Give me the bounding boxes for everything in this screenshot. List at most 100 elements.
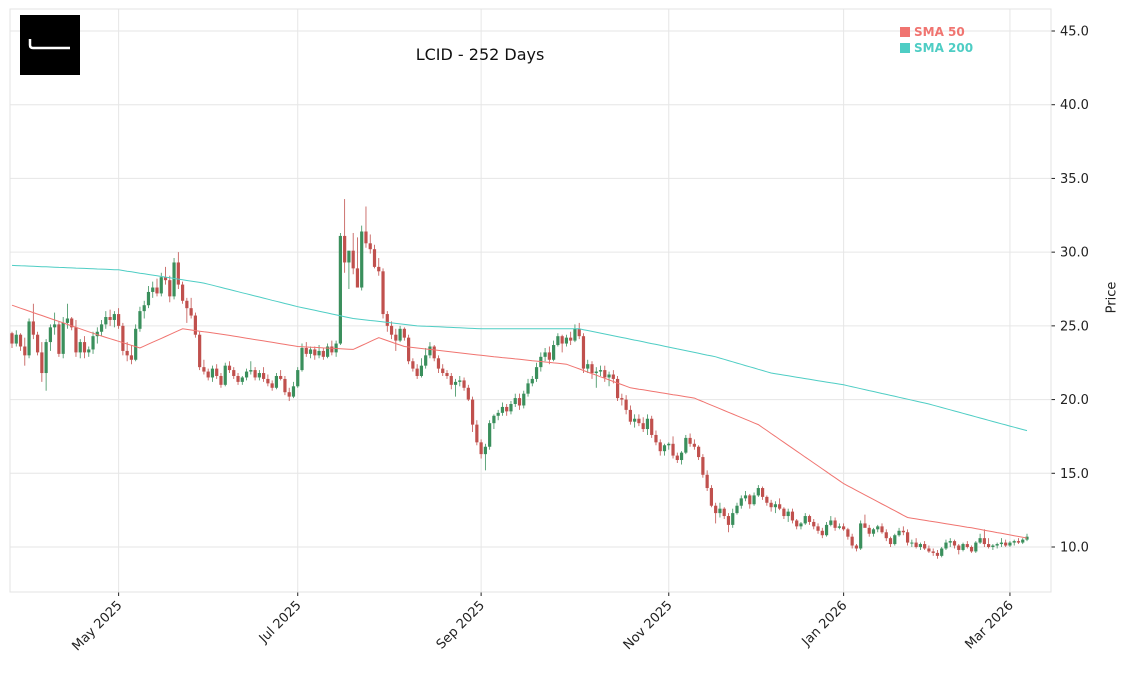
x-tick-label: May 2025 (70, 598, 126, 654)
legend-item-sma200: SMA 200 (900, 40, 973, 56)
candle (812, 521, 816, 527)
candle (65, 318, 70, 323)
candle (61, 322, 65, 354)
y-tick-label: 10.0 (1060, 541, 1089, 556)
candle (317, 350, 321, 356)
candle (965, 544, 969, 548)
candle (854, 545, 859, 549)
candle (334, 343, 338, 353)
candle (27, 321, 31, 356)
candle (573, 328, 577, 341)
candle (884, 532, 888, 539)
candle (78, 342, 82, 353)
candle (991, 545, 995, 548)
candle (603, 370, 607, 378)
candle (948, 541, 952, 543)
candle (842, 526, 846, 530)
candle (279, 375, 283, 379)
legend-item-sma50: SMA 50 (900, 24, 973, 40)
candle (581, 336, 586, 369)
candle (232, 370, 236, 376)
candle (31, 321, 35, 335)
candle (355, 268, 360, 288)
x-tick-label: Sep 2025 (434, 598, 488, 652)
candle (274, 375, 279, 388)
candle (731, 513, 735, 525)
sma200-line (11, 264, 1028, 432)
candle (479, 442, 483, 455)
candle (168, 280, 172, 297)
candle (377, 266, 381, 272)
candle (765, 496, 769, 503)
candle (564, 337, 569, 344)
candle (500, 406, 505, 413)
candle (304, 347, 308, 354)
candle (398, 328, 402, 341)
candle (679, 452, 684, 461)
candle (35, 334, 40, 353)
candle (607, 374, 611, 378)
candle (684, 437, 688, 453)
candle (343, 235, 347, 263)
candle (1021, 539, 1025, 543)
y-tick-label: 20.0 (1060, 393, 1089, 408)
candle (458, 380, 462, 382)
candle (905, 532, 910, 543)
candle (756, 488, 760, 496)
candle (999, 542, 1004, 545)
legend-swatch-sma50 (900, 27, 910, 37)
candle (671, 443, 675, 456)
candle (803, 516, 807, 524)
candle (722, 508, 726, 517)
y-tick-label: 15.0 (1060, 467, 1089, 482)
candle (534, 367, 539, 379)
candle (142, 305, 146, 312)
candle (837, 526, 841, 528)
candle (620, 398, 624, 400)
candle (769, 502, 773, 508)
candle (112, 314, 116, 320)
x-tick-label: Mar 2026 (962, 598, 1016, 652)
candle (714, 505, 718, 514)
candle (424, 355, 428, 366)
candle (829, 520, 833, 525)
candle (176, 262, 180, 285)
legend-label-sma50: SMA 50 (914, 25, 965, 39)
candle (509, 403, 513, 412)
candle (453, 381, 458, 385)
candle (129, 355, 134, 360)
candle (816, 526, 820, 531)
candle (74, 327, 78, 353)
candle (859, 523, 863, 549)
candle (385, 314, 389, 326)
candle (876, 526, 880, 530)
candle (236, 375, 240, 382)
candle (846, 529, 850, 537)
candle (360, 231, 364, 288)
candle (987, 544, 991, 548)
candle (807, 516, 812, 522)
candle (223, 365, 227, 385)
candle (206, 371, 210, 378)
candle (1008, 542, 1012, 546)
candle (351, 250, 355, 269)
candle (517, 398, 522, 406)
candle (718, 508, 722, 514)
logo-icon (20, 15, 80, 75)
candle (138, 311, 142, 329)
candle (125, 350, 129, 356)
candle (488, 423, 492, 447)
candle (662, 445, 667, 452)
candle (897, 530, 901, 536)
candle (296, 370, 300, 387)
candle (1012, 541, 1016, 543)
candle (1016, 541, 1021, 543)
candle (394, 334, 398, 341)
candle (492, 415, 496, 424)
y-axis-label: Price (1104, 281, 1120, 314)
candle (95, 331, 99, 337)
candle (1025, 536, 1029, 540)
candle (547, 352, 551, 360)
candle (901, 530, 905, 533)
